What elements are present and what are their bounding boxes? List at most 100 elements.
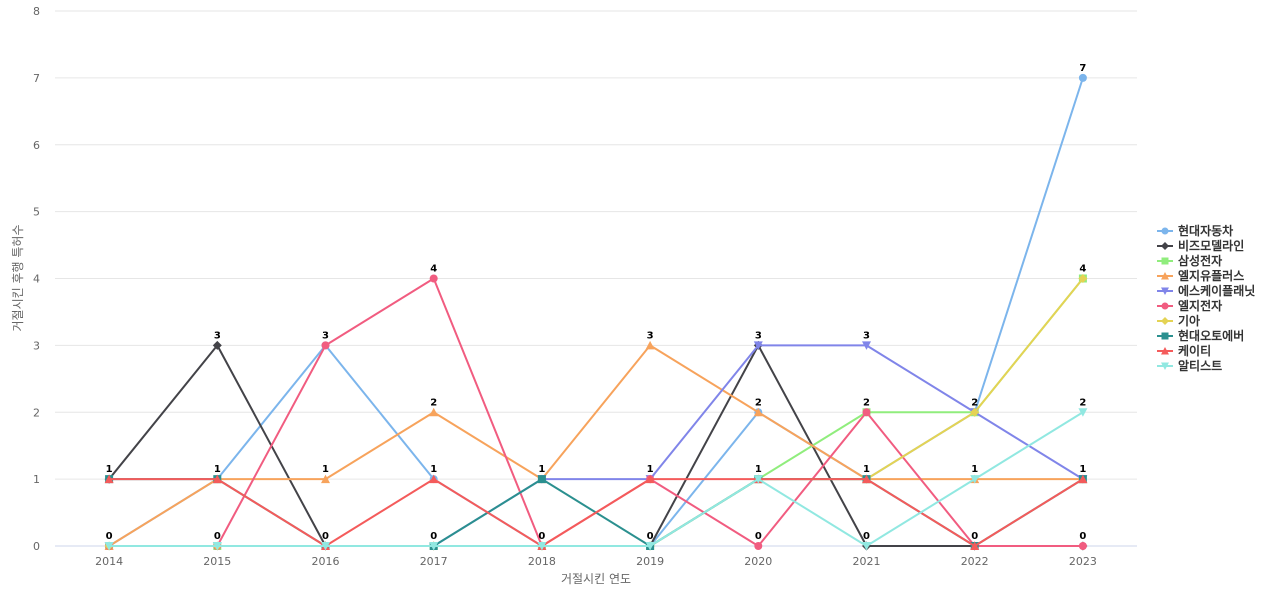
data-point[interactable]: [753, 475, 763, 484]
legend: 현대자동차비즈모델라인삼성전자엘지유플러스에스케이플래닛엘지전자기아현대오토에버…: [1157, 223, 1255, 373]
x-tick-label: 2015: [203, 555, 231, 568]
data-point[interactable]: [970, 407, 980, 417]
data-point[interactable]: [645, 474, 655, 484]
data-label: 3: [863, 330, 870, 341]
data-label: 0: [971, 531, 978, 542]
data-label: 0: [430, 531, 437, 542]
data-point[interactable]: [1078, 542, 1087, 550]
data-point[interactable]: [645, 542, 655, 551]
series-line: [108, 478, 1084, 547]
data-point[interactable]: [429, 542, 439, 551]
data-point[interactable]: [753, 407, 763, 417]
legend-symbol[interactable]: [1161, 317, 1169, 325]
x-tick-label: 2023: [1069, 555, 1097, 568]
legend-item[interactable]: 에스케이플래닛: [1157, 283, 1255, 298]
data-point[interactable]: [862, 408, 871, 417]
x-tick-label: 2020: [744, 555, 772, 568]
data-point[interactable]: [321, 542, 330, 551]
data-label: 2: [863, 397, 870, 408]
x-tick-label: 2018: [528, 555, 556, 568]
data-point[interactable]: [212, 474, 222, 484]
data-label: 2: [971, 397, 978, 408]
data-point[interactable]: [429, 474, 439, 484]
legend-symbol[interactable]: [1161, 272, 1169, 280]
data-point[interactable]: [537, 542, 547, 551]
y-tick-label: 1: [33, 473, 40, 486]
legend-symbol[interactable]: [1161, 362, 1169, 371]
legend-symbol[interactable]: [1161, 347, 1169, 355]
data-point[interactable]: [321, 474, 330, 484]
legend-symbol[interactable]: [1161, 227, 1169, 235]
data-label: 1: [863, 464, 870, 475]
series-9: [104, 474, 1088, 551]
legend-label: 현대자동차: [1178, 223, 1233, 238]
legend-item[interactable]: 알티스트: [1157, 358, 1222, 373]
legend-symbol[interactable]: [1161, 332, 1169, 340]
data-label: 1: [1079, 464, 1086, 475]
data-label: 2: [430, 397, 437, 408]
legend-label: 비즈모델라인: [1178, 238, 1244, 253]
data-point[interactable]: [754, 542, 763, 550]
data-label: 0: [755, 531, 762, 542]
legend-symbol[interactable]: [1161, 257, 1169, 265]
data-label: 1: [322, 464, 329, 475]
data-point[interactable]: [970, 541, 980, 551]
x-axis-title: 거절시킨 연도: [561, 572, 631, 586]
data-point[interactable]: [1078, 474, 1088, 484]
data-label: 3: [647, 330, 654, 341]
legend-item[interactable]: 기아: [1157, 313, 1200, 328]
data-point[interactable]: [862, 341, 871, 350]
data-label: 3: [214, 330, 221, 341]
data-point[interactable]: [212, 340, 222, 350]
data-point[interactable]: [1078, 274, 1088, 283]
y-tick-label: 2: [33, 406, 40, 419]
legend-label: 알티스트: [1178, 358, 1222, 373]
data-label: 4: [1079, 264, 1086, 275]
y-tick-label: 5: [33, 206, 40, 219]
legend-symbol[interactable]: [1161, 242, 1169, 250]
series-layer: [104, 73, 1088, 551]
data-label: 0: [106, 531, 113, 542]
data-point[interactable]: [212, 542, 222, 551]
legend-item[interactable]: 삼성전자: [1157, 253, 1222, 268]
data-point[interactable]: [645, 340, 655, 350]
data-point[interactable]: [104, 542, 114, 551]
legend-label: 에스케이플래닛: [1178, 283, 1255, 298]
legend-symbol[interactable]: [1161, 302, 1169, 310]
data-label: 1: [538, 464, 545, 475]
data-label: 0: [214, 531, 221, 542]
data-point[interactable]: [1078, 408, 1088, 417]
data-label: 4: [430, 264, 437, 275]
data-label: 0: [538, 531, 545, 542]
data-point[interactable]: [104, 474, 114, 484]
data-point[interactable]: [862, 542, 871, 551]
data-point[interactable]: [862, 474, 871, 484]
data-point[interactable]: [970, 475, 980, 484]
data-label: 0: [863, 531, 870, 542]
legend-label: 엘지유플러스: [1178, 268, 1244, 283]
series-line: [108, 344, 1084, 547]
data-point[interactable]: [1078, 73, 1087, 82]
legend-item[interactable]: 비즈모델라인: [1157, 238, 1244, 253]
legend-item[interactable]: 케이티: [1157, 343, 1211, 358]
data-label: 0: [322, 531, 329, 542]
data-point[interactable]: [321, 341, 330, 350]
data-label: 1: [755, 464, 762, 475]
data-label: 1: [430, 464, 437, 475]
legend-symbol[interactable]: [1161, 287, 1169, 296]
y-axis-title: 거절시킨 후행 특허수: [10, 225, 25, 332]
data-point[interactable]: [537, 475, 546, 484]
x-tick-label: 2017: [420, 555, 448, 568]
series-4: [104, 340, 1088, 550]
legend-item[interactable]: 현대오토에버: [1157, 328, 1244, 343]
legend-item[interactable]: 엘지유플러스: [1157, 268, 1244, 283]
x-tick-label: 2019: [636, 555, 664, 568]
data-point[interactable]: [753, 341, 763, 350]
legend-item[interactable]: 현대자동차: [1157, 223, 1233, 238]
data-point[interactable]: [429, 407, 439, 417]
data-label: 1: [214, 464, 221, 475]
data-point[interactable]: [429, 274, 438, 283]
legend-item[interactable]: 엘지전자: [1157, 298, 1222, 313]
